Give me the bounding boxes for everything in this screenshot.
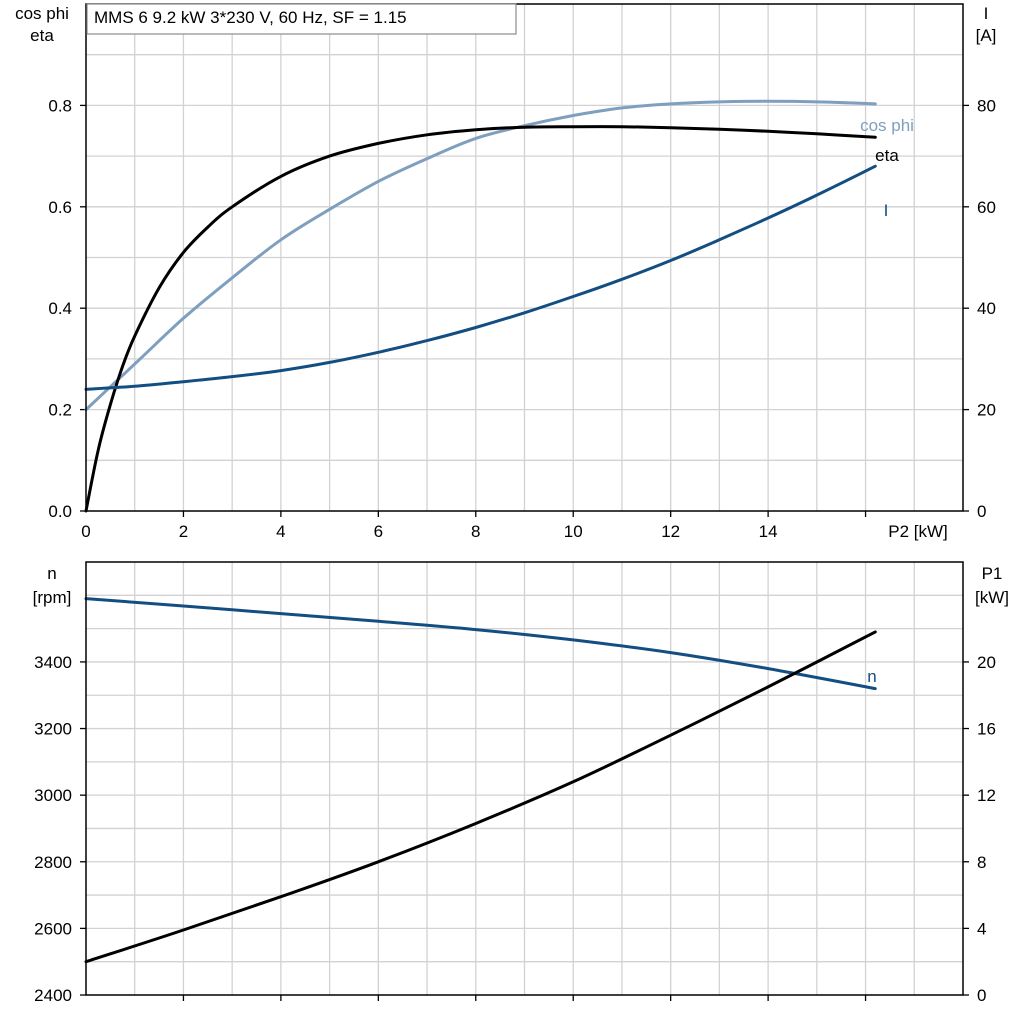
bottom-chart-tick-labels: 2400 2600 2800 3000 3200 3400 0 4 8 12 16 20 [34,653,996,1005]
chart-title-box [86,3,517,35]
top-ytick-label-left-0-2: 0.2 [48,401,72,420]
x-axis-label-p2: P2 [kW] [888,522,948,541]
bottom-series-p1-power-line [84,630,877,964]
y-right-label-current: I [984,4,989,23]
bottom-chart-ticks [80,661,969,1001]
top-ytick-label-right-80: 80 [977,96,996,115]
top-xtick-label-10: 10 [564,522,583,541]
y-left-label-cos-phi: cos phi [15,4,69,23]
top-xtick-label-6: 6 [374,522,383,541]
y-right-unit-amperes: [A] [976,26,997,45]
series-label-speed: n [867,667,876,686]
top-series-eta-line [84,125,877,513]
series-label-current: I [884,201,889,220]
series-label-cos-phi: cos phi [860,116,914,135]
bottom-ytick-label-left-2400: 2400 [34,986,72,1005]
top-ytick-label-right-0: 0 [977,502,986,521]
bottom-ytick-label-right-0: 0 [977,986,986,1005]
bottom-plot-frame [85,561,964,996]
top-series-cos-phi-line [84,99,877,412]
series-label-eta: eta [875,146,899,165]
bottom-ytick-label-right-16: 16 [977,720,996,739]
y-right-unit-kw: [kW] [975,588,1009,607]
bottom-ytick-label-left-2600: 2600 [34,919,72,938]
bottom-chart-gridlines [86,562,963,995]
top-ytick-label-left-0-4: 0.4 [48,299,72,318]
top-xtick-label-12: 12 [661,522,680,541]
bottom-chart-curves [84,597,877,964]
bottom-ytick-label-right-8: 8 [977,853,986,872]
bottom-ytick-label-left-3200: 3200 [34,720,72,739]
bottom-ytick-label-left-2800: 2800 [34,853,72,872]
top-xtick-label-8: 8 [471,522,480,541]
top-ytick-label-right-40: 40 [977,299,996,318]
bottom-ytick-label-left-3000: 3000 [34,786,72,805]
top-chart-curves [84,99,877,513]
bottom-ytick-label-right-20: 20 [977,653,996,672]
top-ytick-label-right-60: 60 [977,198,996,217]
top-ytick-label-left-0-0: 0.0 [48,502,72,521]
bottom-series-n-line [84,597,877,691]
bottom-ytick-label-right-4: 4 [977,919,986,938]
chart-title: MMS 6 9.2 kW 3*230 V, 60 Hz, SF = 1.15 [94,8,407,27]
top-chart-ticks [80,104,969,517]
top-xtick-label-2: 2 [179,522,188,541]
top-ytick-label-right-20: 20 [977,401,996,420]
bottom-ytick-label-left-3400: 3400 [34,653,72,672]
y-right-label-p1: P1 [982,564,1003,583]
y-left-label-speed: n [47,564,56,583]
top-ytick-label-left-0-8: 0.8 [48,96,72,115]
top-plot-frame [85,3,964,512]
top-xtick-label-14: 14 [759,522,778,541]
top-xtick-label-4: 4 [276,522,285,541]
top-series-i-line [84,164,877,391]
top-ytick-label-left-0-6: 0.6 [48,198,72,217]
top-chart-tick-labels: 0.0 0.2 0.4 0.6 0.8 0 20 40 60 80 0 2 4 6 8 10 12 14 [48,96,996,541]
y-left-label-eta: eta [30,26,54,45]
bottom-ytick-label-right-12: 12 [977,786,996,805]
top-chart-gridlines [86,4,963,511]
top-xtick-label-0: 0 [81,522,90,541]
y-left-unit-rpm: [rpm] [33,588,72,607]
